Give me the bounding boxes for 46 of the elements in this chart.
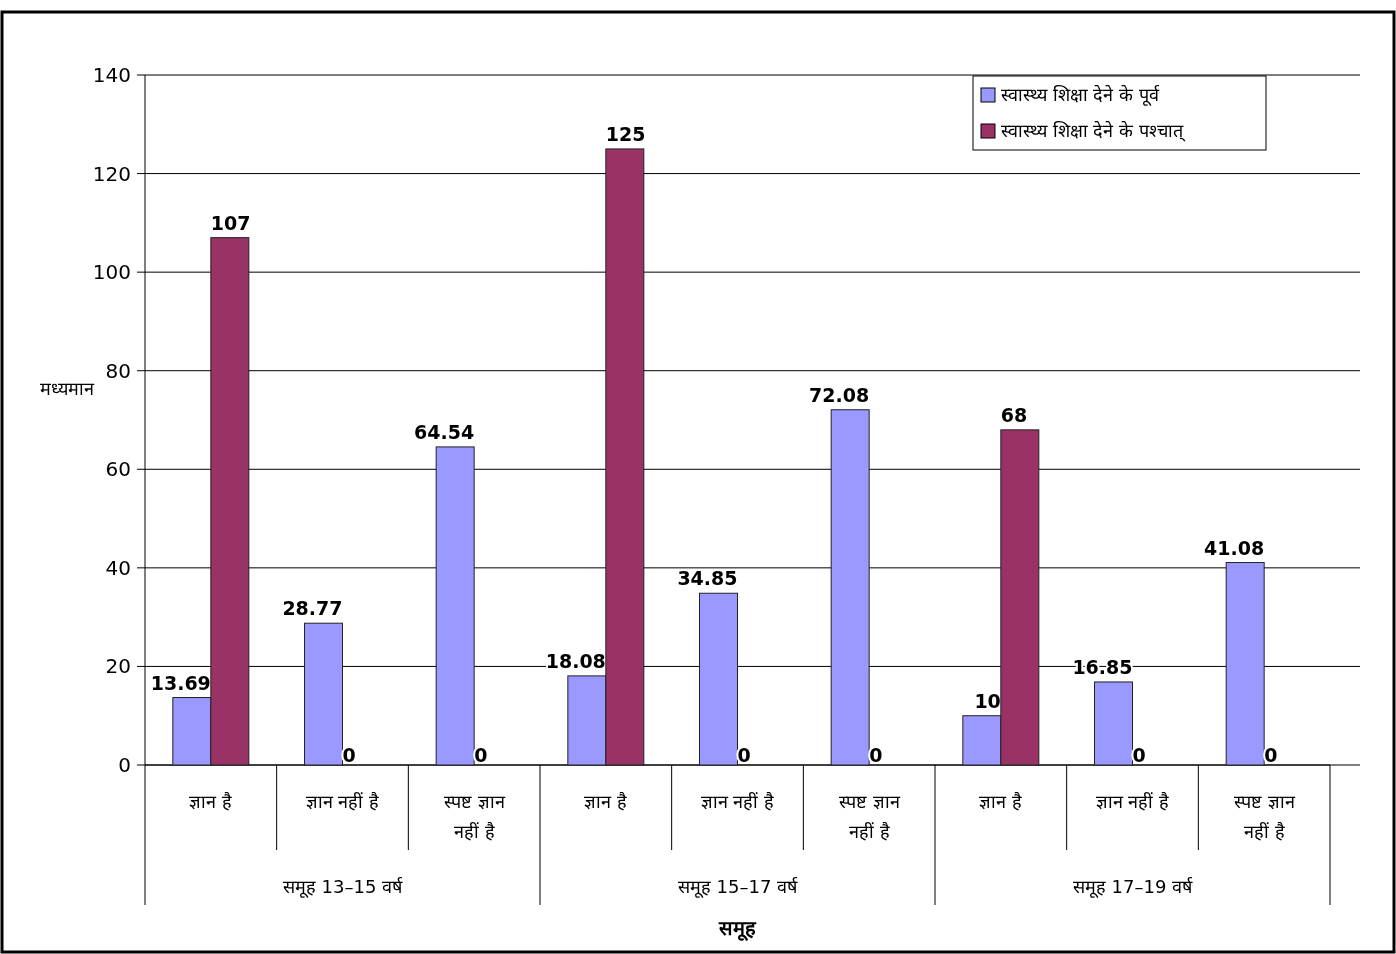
y-tick-label: 140: [92, 63, 131, 87]
data-label: 13.69: [150, 671, 211, 694]
bar: [1225, 562, 1265, 766]
data-label: 0: [1132, 744, 1146, 766]
text: समूह 13–15 वर्ष: [282, 876, 404, 898]
x-tick-label: ज्ञान है: [584, 791, 628, 812]
data-label: 68: [1000, 403, 1028, 426]
y-tick-label: 80: [105, 358, 131, 383]
bar: [699, 592, 738, 766]
data-label: 0: [869, 744, 883, 766]
data-label: 125: [605, 122, 646, 145]
data-label: 10: [974, 689, 1001, 712]
y-tick-label: 100: [92, 260, 131, 285]
data-label: 0: [342, 744, 356, 766]
x-tick-label: स्पष्ट ज्ञान नहीं है: [443, 791, 506, 842]
x-tick-label: ज्ञान है: [979, 791, 1023, 812]
x-tick-label: स्पष्ट ज्ञान नहीं है: [838, 791, 901, 842]
y-tick-label: 60: [105, 457, 131, 482]
text: समूह 17–19 वर्ष: [1072, 876, 1194, 898]
data-label: 0: [1264, 744, 1278, 766]
x-axis-title: समूह: [718, 916, 757, 941]
x-tick-label: ज्ञान नहीं है: [700, 791, 775, 812]
bar: [830, 409, 870, 766]
data-label: 0: [474, 744, 488, 766]
x-tick-label: ज्ञान नहीं है: [1095, 791, 1170, 812]
y-tick-label: 120: [92, 161, 131, 186]
y-tick-label: 20: [105, 654, 131, 679]
data-label: 41.08: [1204, 536, 1265, 559]
data-label: 0: [737, 744, 751, 766]
text: समूह 15–17 वर्ष: [677, 876, 799, 898]
y-tick-label: 0: [118, 753, 131, 777]
data-label: 64.54: [414, 420, 475, 443]
bar: [1094, 681, 1133, 766]
x-tick-label: ज्ञान है: [189, 791, 233, 812]
data-label: 34.85: [677, 567, 738, 590]
y-tick-label: 40: [105, 555, 131, 580]
data-label: 72.08: [809, 383, 870, 406]
y-axis-title: मध्यमान: [40, 378, 95, 399]
bar: [304, 622, 343, 766]
legend-label: स्वास्थ्य शिक्षा देने के पूर्व: [1001, 84, 1160, 107]
data-label: 28.77: [282, 597, 343, 620]
x-tick-label: स्पष्ट ज्ञान नहीं है: [1233, 791, 1296, 842]
bar: [435, 446, 475, 766]
data-label: 107: [210, 211, 251, 234]
legend-label: स्वास्थ्य शिक्षा देने के पश्चात्: [1001, 120, 1186, 143]
x-tick-label: ज्ञान नहीं है: [305, 791, 380, 812]
